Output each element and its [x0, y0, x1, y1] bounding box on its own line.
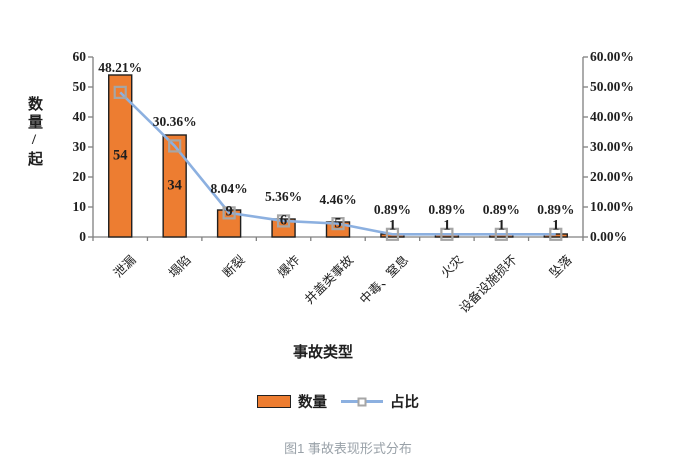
line-marker: [113, 85, 127, 99]
line-swatch-icon: [341, 397, 383, 406]
line-marker: [331, 217, 345, 231]
percent-line: [119, 91, 556, 236]
legend-item-count: 数量: [257, 391, 327, 412]
line-marker: [168, 139, 182, 153]
figure-caption: 图1 事故表现形式分布: [284, 441, 412, 456]
bar: [108, 74, 133, 238]
x-axis-title: 事故类型: [292, 345, 353, 361]
line-marker: [385, 227, 400, 241]
line-marker: [494, 227, 508, 241]
line-marker: [440, 227, 454, 241]
line-marker: [222, 206, 236, 220]
legend-item-percent: 占比: [341, 391, 419, 412]
y-axis-title: 数量/起: [26, 96, 42, 169]
legend-label-percent: 占比: [390, 395, 419, 411]
line-marker: [276, 214, 291, 228]
line-marker-icon: [357, 397, 367, 406]
line-marker: [549, 227, 563, 241]
chart-legend: 数量 占比: [93, 391, 583, 412]
legend-label-count: 数量: [298, 395, 327, 411]
bar: [162, 134, 187, 238]
bar-swatch-icon: [257, 395, 291, 408]
